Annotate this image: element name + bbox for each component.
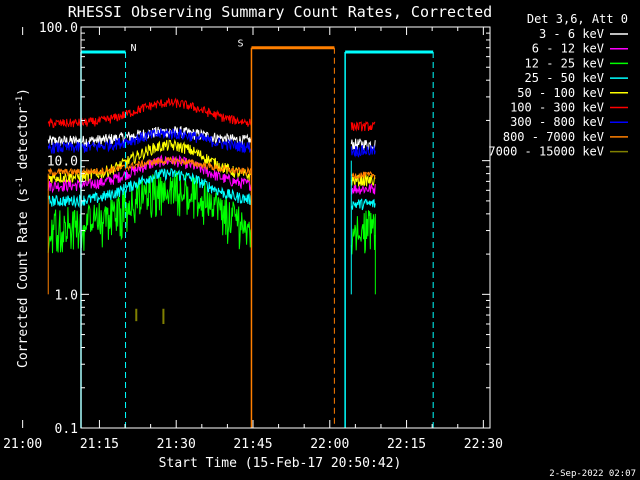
series-line-100-300- (350, 120, 376, 132)
footer-date: 2-Sep-2022 02:07 (549, 469, 636, 479)
y-tick-label: 100.0 (39, 21, 78, 36)
legend-entry-label: 25 - 50 keV (525, 71, 604, 85)
flag-label: N (131, 43, 137, 54)
series-line-3-6- (47, 125, 252, 148)
legend-entry-label: 50 - 100 keV (517, 86, 604, 100)
y-tick-label: 1.0 (55, 288, 78, 303)
y-tick-label: 0.1 (55, 422, 78, 437)
legend-entry-label: 3 - 6 keV (539, 27, 604, 41)
series-line-800-7000- (47, 156, 252, 177)
series-line-12-25- (350, 210, 376, 255)
y-axis-label: Corrected Count Rate (s-1 detector-1) (15, 88, 31, 368)
x-tick-label: 21:45 (233, 437, 272, 452)
series-line-300-800- (350, 145, 376, 158)
x-tick-label: 22:30 (464, 437, 503, 452)
legend-entry-label: 800 - 7000 keV (503, 130, 604, 144)
series-line-800-7000- (351, 170, 376, 179)
x-tick-label: 22:00 (310, 437, 349, 452)
legend-entry-label: 7000 - 15000 keV (488, 145, 604, 159)
legend-entry-label: 6 - 12 keV (532, 42, 604, 56)
series-line-100-300- (47, 97, 252, 128)
x-tick-label: 21:15 (80, 437, 119, 452)
legend-entry-label: 12 - 25 keV (525, 56, 604, 70)
series-line-300-800- (47, 128, 252, 154)
legend-title: Det 3,6, Att 0 (527, 12, 628, 26)
legend-entry-label: 100 - 300 keV (510, 101, 604, 115)
series-line-6-12- (47, 154, 252, 194)
y-tick-label: 10.0 (47, 155, 78, 170)
axes: 0.1 1.0 10.0 100.0 21:00 21:15 21:30 21:45 22:00… (3, 21, 503, 452)
series-line-25-50- (350, 198, 376, 211)
x-tick-label: 21:00 (3, 437, 42, 452)
x-tick-label: 22:15 (387, 437, 426, 452)
legend-entry-label: 300 - 800 keV (510, 115, 604, 129)
series-line-50-100- (350, 174, 376, 187)
x-axis-label: Start Time (15-Feb-17 20:50:42) (159, 456, 402, 471)
flag-label: S (237, 39, 243, 50)
chart-title: RHESSI Observing Summary Count Rates, Co… (68, 3, 492, 21)
series-line-12-25- (47, 170, 252, 254)
x-tick-label: 21:30 (157, 437, 196, 452)
plot-frame (80, 26, 491, 429)
series-line-6-12- (350, 183, 376, 195)
